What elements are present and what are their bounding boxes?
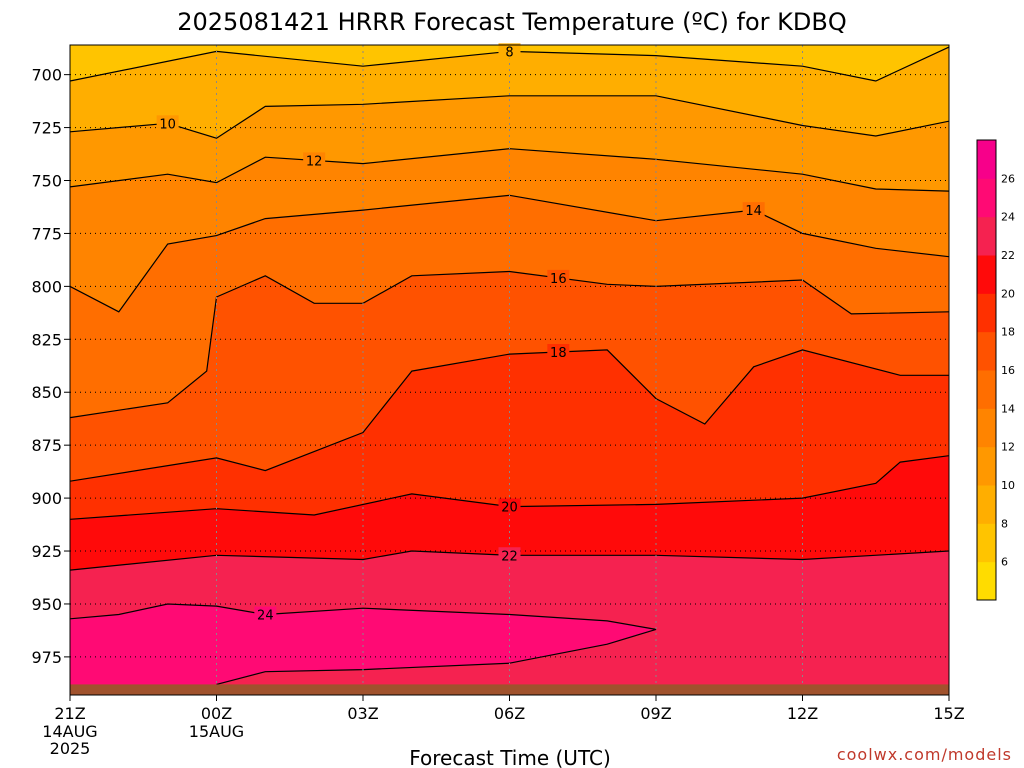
isotherm-14 xyxy=(70,194,949,313)
colorbar-label-12: 12 xyxy=(1001,441,1015,454)
x-tick-label-21Z: 21Z xyxy=(54,704,85,723)
chart-title: 2025081421 HRRR Forecast Temperature (ºC… xyxy=(177,8,847,36)
isotherm-label-bg-20 xyxy=(498,498,521,514)
surface-band xyxy=(70,684,949,695)
isotherm-label-10: 10 xyxy=(159,117,176,132)
colorbar-frame xyxy=(976,139,997,601)
colorbar-segment-4 xyxy=(977,561,996,601)
isotherm-22 xyxy=(70,550,949,571)
isotherm-20 xyxy=(70,455,949,520)
colorbar-label-10: 10 xyxy=(1001,479,1015,492)
isotherm-lines xyxy=(70,46,949,685)
isotherm-label-bg-24 xyxy=(254,606,277,622)
colorbar-label-24: 24 xyxy=(1001,211,1015,224)
band-above-24 xyxy=(70,604,656,695)
isotherm-labels: 8 10 12 14 16 18 20 22 24 xyxy=(156,43,765,624)
colorbar-label-14: 14 xyxy=(1001,402,1015,415)
isotherm-label-18: 18 xyxy=(550,346,567,361)
colorbar-segment-10 xyxy=(977,446,996,486)
colorbar-segment-22 xyxy=(977,216,996,256)
colorbar-segment-12 xyxy=(977,408,996,448)
y-tick-label-775: 775 xyxy=(31,224,62,243)
x-tick-label-06Z: 06Z xyxy=(494,704,525,723)
y-tick-label-800: 800 xyxy=(31,277,62,296)
isotherm-18 xyxy=(70,349,949,482)
colorbar-label-18: 18 xyxy=(1001,326,1015,339)
isotherm-label-bg-12 xyxy=(303,152,326,168)
isotherm-label-bg-18 xyxy=(547,344,570,360)
y-tick-label-700: 700 xyxy=(31,66,62,85)
colorbar-segment-20 xyxy=(977,255,996,294)
isotherm-label-20: 20 xyxy=(501,501,518,516)
colorbar-label-22: 22 xyxy=(1001,249,1015,262)
x-tick-label-03Z: 03Z xyxy=(347,704,378,723)
x-date-label-00Z-0: 15AUG xyxy=(189,722,244,741)
credit-text: coolwx.com/models xyxy=(837,745,1012,764)
y-tick-label-825: 825 xyxy=(31,330,62,349)
isotherm-label-bg-22 xyxy=(498,547,521,563)
isotherm-label-8: 8 xyxy=(505,45,513,60)
y-tick-label-975: 975 xyxy=(31,648,62,667)
x-date-label-21Z-1: 2025 xyxy=(50,739,91,758)
colorbar-segment-24 xyxy=(977,178,996,218)
isotherm-label-24: 24 xyxy=(257,609,274,624)
y-tick-label-875: 875 xyxy=(31,436,62,455)
x-tick-label-12Z: 12Z xyxy=(787,704,818,723)
isotherm-label-22: 22 xyxy=(501,549,518,564)
colorbar-segment-16 xyxy=(977,331,996,371)
x-tick-label-15Z: 15Z xyxy=(933,704,964,723)
y-tick-label-925: 925 xyxy=(31,542,62,561)
colorbar-segment-18 xyxy=(977,293,996,333)
y-tick-label-950: 950 xyxy=(31,595,62,614)
isotherm-10 xyxy=(70,95,949,139)
colorbar-label-8: 8 xyxy=(1001,517,1008,530)
x-axis-label: Forecast Time (UTC) xyxy=(409,746,611,768)
isotherm-label-bg-10 xyxy=(156,115,179,131)
isotherm-label-bg-16 xyxy=(547,269,570,285)
isotherm-8 xyxy=(70,46,949,82)
isotherm-label-12: 12 xyxy=(306,154,323,169)
x-tick-label-00Z: 00Z xyxy=(201,704,232,723)
colorbar-label-20: 20 xyxy=(1001,287,1015,300)
colorbar-segment-14 xyxy=(977,370,996,409)
y-tick-label-850: 850 xyxy=(31,383,62,402)
colorbar-segment-26 xyxy=(977,140,996,179)
y-axis: 700 725 750 775 800 825 850 875 900 925 950 975 xyxy=(31,66,70,667)
isotherm-16 xyxy=(70,270,949,419)
y-tick-label-750: 750 xyxy=(31,172,62,191)
x-date-label-21Z-0: 14AUG xyxy=(42,722,97,741)
isotherm-label-bg-8 xyxy=(498,43,521,59)
y-tick-label-725: 725 xyxy=(31,119,62,138)
colorbar-label-6: 6 xyxy=(1001,556,1008,569)
isotherm-label-bg-14 xyxy=(742,202,765,218)
grid-lines xyxy=(70,45,949,695)
isotherm-12 xyxy=(70,148,949,192)
isotherm-label-14: 14 xyxy=(745,204,762,219)
colorbar-label-16: 16 xyxy=(1001,364,1015,377)
surface-terrain xyxy=(70,684,949,695)
y-tick-label-900: 900 xyxy=(31,489,62,508)
x-tick-label-09Z: 09Z xyxy=(640,704,671,723)
isotherm-label-16: 16 xyxy=(550,272,567,287)
temperature-fill xyxy=(70,47,949,695)
colorbar-segment-8 xyxy=(977,485,996,524)
colorbar-segment-6 xyxy=(977,523,996,563)
colorbar: 6 8 10 12 14 16 18 20 22 24 26 xyxy=(976,139,1015,601)
colorbar-label-26: 26 xyxy=(1001,172,1015,185)
